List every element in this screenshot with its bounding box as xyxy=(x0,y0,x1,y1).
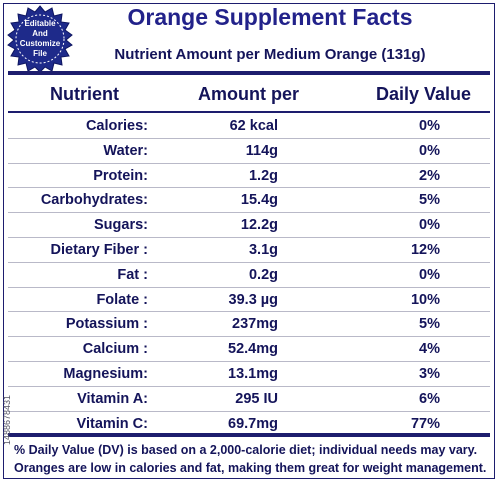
table-row: Folate : 39.3 µg 10% xyxy=(8,288,490,313)
badge-line: File xyxy=(33,49,47,58)
nutrient-daily-value: 2% xyxy=(419,167,440,184)
side-image-id: 1488678431 xyxy=(2,394,12,446)
nutrient-amount: 114g xyxy=(245,142,278,159)
badge-line: Customize xyxy=(19,39,61,48)
nutrient-name: Dietary Fiber : xyxy=(50,241,149,258)
column-header-amount: Amount per xyxy=(198,84,299,104)
nutrient-daily-value: 10% xyxy=(410,291,440,308)
nutrient-daily-value: 6% xyxy=(419,390,440,407)
nutrient-name: Sugars: xyxy=(94,217,148,234)
nutrient-daily-value: 77% xyxy=(410,415,440,432)
editable-badge-icon xyxy=(7,5,73,73)
nutrient-amount: 1.2g xyxy=(248,167,278,184)
nutrient-amount: 13.1mg xyxy=(228,365,278,382)
badge-text: Editable And Customize File xyxy=(6,5,74,73)
nutrient-name: Calories: xyxy=(85,118,148,134)
table-row: Calories: 62 kcal 0% xyxy=(8,114,490,139)
nutrient-daily-value: 3% xyxy=(419,365,440,382)
header-divider xyxy=(8,111,490,113)
table-row: Sugars: 12.2g 0% xyxy=(8,213,490,238)
nutrient-name: Vitamin A: xyxy=(77,390,148,407)
nutrient-name: Carbohydrates: xyxy=(40,192,148,209)
nutrient-daily-value: 0% xyxy=(419,118,440,134)
nutrient-amount: 69.7mg xyxy=(228,415,278,432)
nutrient-name: Water: xyxy=(103,142,148,159)
table-row: Carbohydrates: 15.4g 5% xyxy=(8,188,490,214)
nutrient-name: Vitamin C: xyxy=(76,415,148,432)
table-row: Protein: 1.2g 2% xyxy=(8,164,490,189)
nutrient-daily-value: 0% xyxy=(419,266,440,283)
table-row: Magnesium: 13.1mg 3% xyxy=(8,362,490,387)
page-title: Orange Supplement Facts xyxy=(127,4,413,30)
nutrient-amount: 15.4g xyxy=(240,192,278,209)
bottom-divider xyxy=(8,433,490,437)
nutrient-table: Calories: 62 kcal 0% Water: 114g 0% Protein: 1.… xyxy=(8,114,490,435)
label-frame xyxy=(3,3,495,479)
nutrient-amount: 62 kcal xyxy=(229,118,278,134)
table-row: Vitamin C: 69.7mg 77% xyxy=(8,412,490,436)
column-header-daily-value: Daily Value xyxy=(376,84,472,104)
nutrient-daily-value: 0% xyxy=(419,217,440,234)
nutrient-daily-value: 5% xyxy=(419,192,440,209)
table-row: Vitamin A: 295 IU 6% xyxy=(8,387,490,412)
nutrient-name: Folate : xyxy=(96,291,148,308)
nutrient-daily-value: 12% xyxy=(410,241,440,258)
nutrient-daily-value: 5% xyxy=(419,316,440,333)
footnote-daily-value: % Daily Value (DV) is based on a 2,000-c… xyxy=(14,443,478,457)
nutrient-amount: 52.4mg xyxy=(228,341,278,358)
nutrient-amount: 3.1g xyxy=(248,241,278,258)
nutrient-name: Magnesium: xyxy=(63,365,148,382)
nutrient-name: Potassium : xyxy=(65,316,148,333)
table-row: Potassium : 237mg 5% xyxy=(8,312,490,338)
column-header-nutrient: Nutrient xyxy=(50,84,119,104)
nutrient-daily-value: 4% xyxy=(419,341,440,358)
top-divider xyxy=(8,71,490,75)
nutrient-daily-value: 0% xyxy=(419,142,440,159)
nutrient-name: Calcium : xyxy=(82,341,148,358)
nutrient-amount: 12.2g xyxy=(240,217,278,234)
nutrient-name: Fat : xyxy=(117,266,148,283)
nutrient-amount: 39.3 µg xyxy=(228,291,278,308)
nutrient-amount: 0.2g xyxy=(248,266,278,283)
footnote-weight: Oranges are low in calories and fat, mak… xyxy=(14,461,487,475)
nutrient-name: Protein: xyxy=(93,167,148,184)
nutrient-amount: 295 IU xyxy=(235,390,278,407)
table-row: Dietary Fiber : 3.1g 12% xyxy=(8,238,490,263)
table-row: Water: 114g 0% xyxy=(8,139,490,164)
badge-line: And xyxy=(32,29,48,38)
page-subtitle: Nutrient Amount per Medium Orange (131g) xyxy=(114,46,426,63)
table-row: Fat : 0.2g 0% xyxy=(8,263,490,288)
badge-line: Editable xyxy=(24,19,56,28)
nutrient-amount: 237mg xyxy=(232,316,278,333)
table-row: Calcium : 52.4mg 4% xyxy=(8,337,490,362)
